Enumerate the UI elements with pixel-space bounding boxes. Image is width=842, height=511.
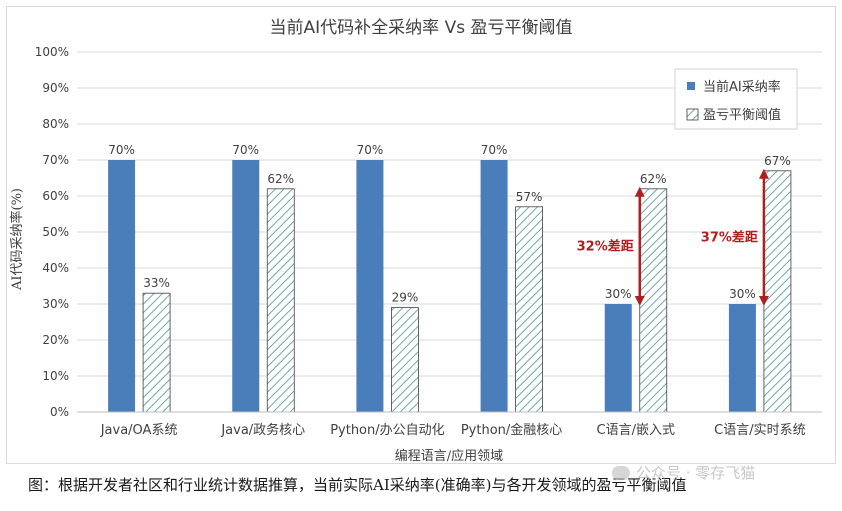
data-labels: 70% 33% 70% 62% 70% 29% 70% 57% 30% 62% 30% 67% xyxy=(108,143,791,305)
figure-caption: 图：根据开发者社区和行业统计数据推算，当前实际AI采纳率(准确率)与各开发领域的… xyxy=(28,476,687,494)
bar-adoption xyxy=(728,304,756,412)
chart-frame: 当前AI代码补全采纳率 Vs 盈亏平衡阈值 0% 10% 20% 30% 40% 50% 6… xyxy=(6,6,836,464)
data-label: 30% xyxy=(605,287,632,301)
y-tick-label: 70% xyxy=(42,153,69,167)
gap-label: 37%差距 xyxy=(701,229,758,245)
x-tick-label: Java/OA系统 xyxy=(100,423,178,438)
y-tick-label: 40% xyxy=(42,261,69,275)
bar-threshold xyxy=(266,188,295,413)
watermark-text: 公众号 · 零存飞猫 xyxy=(636,464,756,482)
y-tick-label: 60% xyxy=(42,189,69,203)
x-tick-label: C语言/实时系统 xyxy=(714,423,805,438)
data-label: 30% xyxy=(729,287,756,301)
y-tick-label: 0% xyxy=(50,405,69,419)
bar-threshold xyxy=(391,307,419,413)
y-tick-label: 100% xyxy=(35,45,69,59)
y-tick-label: 30% xyxy=(42,297,69,311)
bars xyxy=(108,160,792,413)
y-tick-label: 10% xyxy=(42,369,69,383)
gridlines xyxy=(77,51,822,377)
data-label: 70% xyxy=(232,143,259,157)
watermark: 公众号 · 零存飞猫 xyxy=(612,462,755,483)
data-label: 33% xyxy=(143,276,170,290)
legend-swatch-threshold xyxy=(686,108,699,121)
data-label: 29% xyxy=(392,291,419,305)
bar-chart: 当前AI代码补全采纳率 Vs 盈亏平衡阈值 0% 10% 20% 30% 40% 50% 6… xyxy=(9,18,822,463)
legend-label-adoption: 当前AI采纳率 xyxy=(703,79,781,95)
x-axis-ticks: Java/OA系统 Java/政务核心 Python/办公自动化 Python/金融核… xyxy=(100,422,806,438)
bar-adoption xyxy=(232,160,260,412)
bar-threshold xyxy=(142,292,171,413)
legend-swatch-adoption xyxy=(687,82,695,90)
y-tick-label: 20% xyxy=(42,333,69,347)
gap-annotations: 32%差距 37%差距 xyxy=(577,168,769,306)
chart-title: 当前AI代码补全采纳率 Vs 盈亏平衡阈值 xyxy=(270,18,573,38)
data-label: 62% xyxy=(267,172,294,186)
x-tick-label: Python/办公自动化 xyxy=(330,423,444,438)
data-label: 70% xyxy=(108,143,135,157)
y-tick-label: 90% xyxy=(42,81,69,95)
bar-threshold xyxy=(763,170,792,413)
wechat-icon xyxy=(612,466,630,480)
bar-adoption xyxy=(356,160,384,412)
data-label: 70% xyxy=(357,143,384,157)
y-tick-label: 80% xyxy=(42,117,69,131)
data-label: 62% xyxy=(640,172,667,186)
y-axis-ticks: 0% 10% 20% 30% 40% 50% 60% 70% 80% 90% 100% xyxy=(35,45,69,419)
data-label: 57% xyxy=(516,190,543,204)
gap-label: 32%差距 xyxy=(577,238,634,254)
y-tick-label: 50% xyxy=(42,225,69,239)
bar-adoption xyxy=(480,160,508,412)
data-label: 67% xyxy=(764,154,791,168)
x-tick-label: C语言/嵌入式 xyxy=(597,423,675,438)
x-tick-label: Python/金融核心 xyxy=(461,422,562,438)
x-tick-label: Java/政务核心 xyxy=(220,422,305,438)
bar-adoption xyxy=(108,160,136,412)
bar-threshold xyxy=(639,188,668,413)
bar-adoption xyxy=(604,304,632,412)
legend-label-threshold: 盈亏平衡阈值 xyxy=(703,107,781,123)
x-axis-label: 编程语言/应用领域 xyxy=(395,448,503,463)
bar-threshold xyxy=(515,206,543,413)
y-axis-label: AI代码采纳率(%) xyxy=(9,188,25,291)
data-label: 70% xyxy=(481,143,508,157)
legend: 当前AI采纳率 盈亏平衡阈值 xyxy=(674,68,798,130)
